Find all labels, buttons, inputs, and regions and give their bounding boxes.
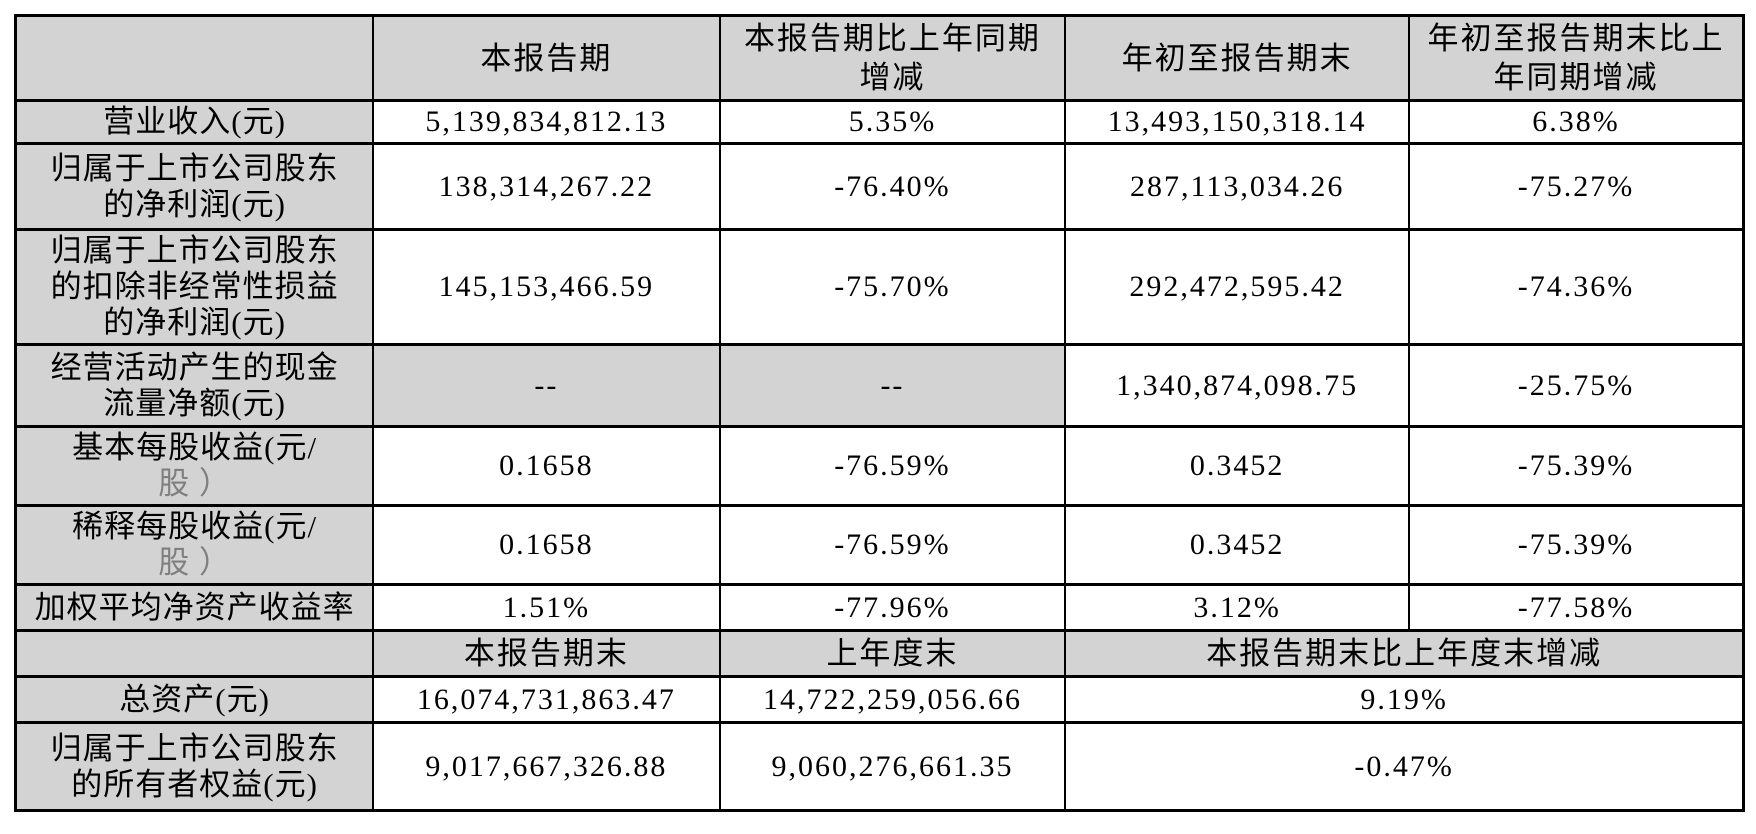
row-operating-cash-flow: 经营活动产生的现金 流量净额(元) -- -- 1,340,874,098.75… xyxy=(14,343,1745,428)
total-assets-end-of-prior-year: 14,722,259,056.66 xyxy=(718,675,1067,724)
row-total-assets: 总资产(元) 16,074,731,863.47 14,722,259,056.… xyxy=(14,675,1745,724)
header-row-period: 本报告期 本报告期比上年同期 增减 年初至报告期末 年初至报告期末比上 年同期增… xyxy=(14,14,1745,102)
header-end-of-prior-year: 上年度末 xyxy=(718,629,1067,678)
header-current-period-yoy-change: 本报告期比上年同期 增减 xyxy=(718,14,1067,102)
diluted-eps-ytd: 0.3452 xyxy=(1064,504,1411,586)
basic-eps-yoy: -76.59% xyxy=(718,425,1067,507)
weighted-avg-roe-ytd-yoy: -77.58% xyxy=(1408,583,1745,632)
total-assets-change: 9.19% xyxy=(1064,675,1745,724)
row-weighted-avg-roe: 加权平均净资产收益率 1.51% -77.96% 3.12% -77.58% xyxy=(14,583,1745,632)
net-profit-excl-yoy: -75.70% xyxy=(718,228,1067,346)
operating-revenue-ytd-yoy: 6.38% xyxy=(1408,99,1745,145)
basic-eps-current: 0.1658 xyxy=(372,425,721,507)
row-net-profit-excl-nonrecurring: 归属于上市公司股东 的扣除非经常性损益 的净利润(元) 145,153,466.… xyxy=(14,228,1745,346)
net-profit-excl-ytd-yoy: -74.36% xyxy=(1408,228,1745,346)
header-end-of-period: 本报告期末 xyxy=(372,629,721,678)
weighted-avg-roe-current: 1.51% xyxy=(372,583,721,632)
net-profit-excl-current: 145,153,466.59 xyxy=(372,228,721,346)
basic-eps-label-text: 基本每股收益(元/ xyxy=(72,430,318,465)
diluted-eps-yoy: -76.59% xyxy=(718,504,1067,586)
basic-eps-ytd: 0.3452 xyxy=(1064,425,1411,507)
header-corner-blank xyxy=(14,14,375,102)
operating-revenue-ytd: 13,493,150,318.14 xyxy=(1064,99,1411,145)
row-basic-eps: 基本每股收益(元/股 ） 0.1658 -76.59% 0.3452 -75.3… xyxy=(14,425,1745,507)
row-operating-cash-flow-label: 经营活动产生的现金 流量净额(元) xyxy=(14,343,375,428)
net-profit-yoy: -76.40% xyxy=(718,142,1067,231)
header-current-period: 本报告期 xyxy=(372,14,721,102)
row-net-profit-label: 归属于上市公司股东 的净利润(元) xyxy=(14,142,375,231)
header-ytd: 年初至报告期末 xyxy=(1064,14,1411,102)
total-assets-end-of-period: 16,074,731,863.47 xyxy=(372,675,721,724)
weighted-avg-roe-yoy: -77.96% xyxy=(718,583,1067,632)
basic-eps-ytd-yoy: -75.39% xyxy=(1408,425,1745,507)
shareholders-equity-end-of-prior-year: 9,060,276,661.35 xyxy=(718,721,1067,812)
diluted-eps-current: 0.1658 xyxy=(372,504,721,586)
row-basic-eps-label: 基本每股收益(元/股 ） xyxy=(14,425,375,507)
header-row-period-end: 本报告期末 上年度末 本报告期末比上年度末增减 xyxy=(14,629,1745,678)
header-ytd-yoy-change: 年初至报告期末比上 年同期增减 xyxy=(1408,14,1745,102)
header-change-vs-prior-year-end: 本报告期末比上年度末增减 xyxy=(1064,629,1745,678)
operating-cash-flow-ytd: 1,340,874,098.75 xyxy=(1064,343,1411,428)
row-shareholders-equity: 归属于上市公司股东 的所有者权益(元) 9,017,667,326.88 9,0… xyxy=(14,721,1745,812)
row-net-profit-excl-nonrecurring-label: 归属于上市公司股东 的扣除非经常性损益 的净利润(元) xyxy=(14,228,375,346)
report-page: 本报告期 本报告期比上年同期 增减 年初至报告期末 年初至报告期末比上 年同期增… xyxy=(14,14,1745,812)
operating-revenue-yoy: 5.35% xyxy=(718,99,1067,145)
row-net-profit: 归属于上市公司股东 的净利润(元) 138,314,267.22 -76.40%… xyxy=(14,142,1745,231)
operating-revenue-current: 5,139,834,812.13 xyxy=(372,99,721,145)
diluted-eps-ytd-yoy: -75.39% xyxy=(1408,504,1745,586)
header2-corner-blank xyxy=(14,629,375,678)
net-profit-ytd: 287,113,034.26 xyxy=(1064,142,1411,231)
operating-cash-flow-yoy: -- xyxy=(718,343,1067,428)
weighted-avg-roe-ytd: 3.12% xyxy=(1064,583,1411,632)
diluted-eps-label-text: 稀释每股收益(元/ xyxy=(72,509,318,544)
net-profit-ytd-yoy: -75.27% xyxy=(1408,142,1745,231)
shareholders-equity-change: -0.47% xyxy=(1064,721,1745,812)
row-shareholders-equity-label: 归属于上市公司股东 的所有者权益(元) xyxy=(14,721,375,812)
diluted-eps-label-suffix: 股 ） xyxy=(158,545,231,580)
row-total-assets-label: 总资产(元) xyxy=(14,675,375,724)
row-diluted-eps-label: 稀释每股收益(元/股 ） xyxy=(14,504,375,586)
operating-cash-flow-current: -- xyxy=(372,343,721,428)
operating-cash-flow-ytd-yoy: -25.75% xyxy=(1408,343,1745,428)
shareholders-equity-end-of-period: 9,017,667,326.88 xyxy=(372,721,721,812)
financial-summary-table: 本报告期 本报告期比上年同期 增减 年初至报告期末 年初至报告期末比上 年同期增… xyxy=(14,14,1745,812)
row-diluted-eps: 稀释每股收益(元/股 ） 0.1658 -76.59% 0.3452 -75.3… xyxy=(14,504,1745,586)
row-weighted-avg-roe-label: 加权平均净资产收益率 xyxy=(14,583,375,632)
net-profit-excl-ytd: 292,472,595.42 xyxy=(1064,228,1411,346)
row-operating-revenue: 营业收入(元) 5,139,834,812.13 5.35% 13,493,15… xyxy=(14,99,1745,145)
row-operating-revenue-label: 营业收入(元) xyxy=(14,99,375,145)
basic-eps-label-suffix: 股 ） xyxy=(158,466,231,501)
net-profit-current: 138,314,267.22 xyxy=(372,142,721,231)
